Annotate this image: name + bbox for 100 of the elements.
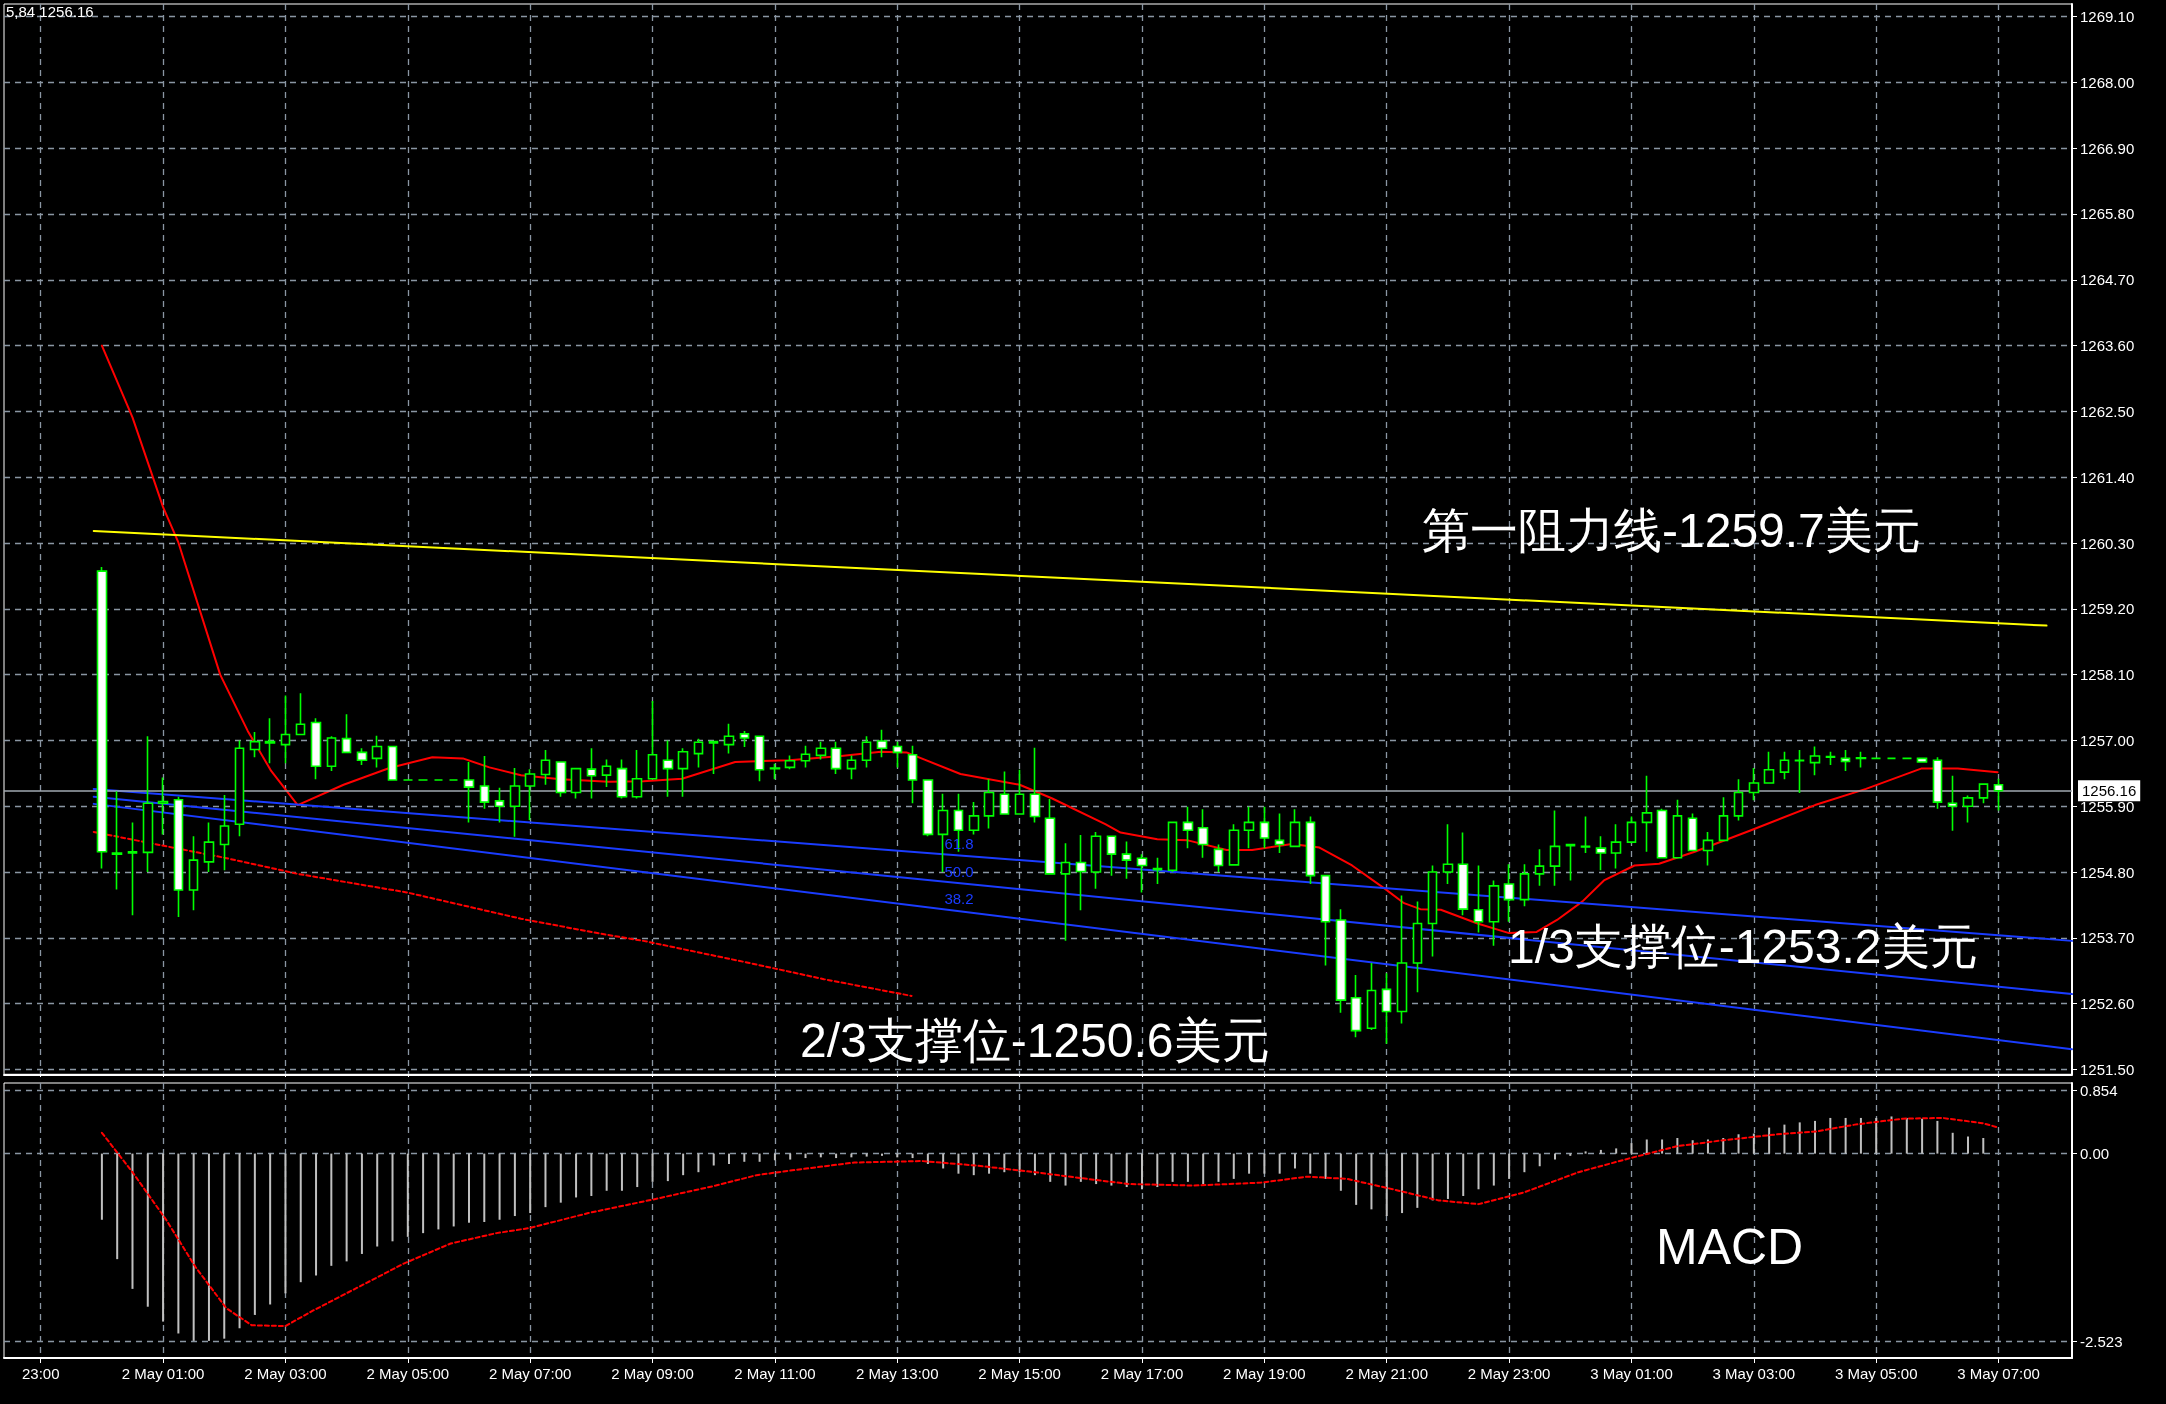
candlestick: [494, 786, 505, 824]
candlestick: [341, 713, 352, 754]
candlestick: [1274, 812, 1285, 854]
candlestick: [1259, 806, 1270, 849]
candlestick: [1825, 751, 1836, 766]
candlestick: [1565, 843, 1576, 882]
candlestick: [127, 821, 138, 916]
bar: [1936, 1120, 1939, 1154]
candlestick: [1962, 794, 1974, 824]
bar: [223, 1153, 226, 1339]
bar: [1508, 1153, 1511, 1179]
y-tick-label: 1263.60: [2080, 337, 2135, 355]
bar: [1141, 1153, 1144, 1190]
candlestick: [708, 740, 719, 775]
candlestick: [1136, 853, 1148, 894]
bar: [360, 1153, 363, 1254]
candlestick: [1396, 894, 1408, 1025]
bar: [1768, 1127, 1771, 1154]
candlestick: [1228, 823, 1240, 866]
bar: [926, 1153, 929, 1165]
bar: [1859, 1117, 1862, 1154]
candlestick: [1932, 756, 1943, 810]
candlestick: [739, 730, 750, 748]
bar: [1492, 1153, 1495, 1186]
candlestick: [1060, 842, 1071, 942]
bar: [1446, 1153, 1449, 1199]
candlestick: [570, 767, 582, 800]
bar: [1477, 1153, 1480, 1190]
y-tick-label: 1266.90: [2080, 139, 2135, 157]
bar: [1890, 1116, 1893, 1154]
bar: [682, 1153, 685, 1176]
candlestick: [1580, 815, 1591, 854]
bar: [1615, 1148, 1618, 1154]
bar: [1385, 1153, 1388, 1217]
bar: [988, 1153, 991, 1174]
y-tick-label: 1262.50: [2080, 402, 2135, 420]
candlestick: [310, 717, 322, 781]
bar: [1401, 1153, 1404, 1214]
candlestick: [1794, 749, 1805, 794]
candlestick: [1075, 834, 1087, 912]
x-tick-label: 3 May 01:00: [1590, 1365, 1673, 1382]
candlestick: [1672, 798, 1683, 860]
bar: [605, 1153, 608, 1191]
x-tick-label: 2 May 13:00: [856, 1365, 939, 1382]
x-tick-label: 23:00: [21, 1365, 60, 1382]
bar: [1951, 1132, 1954, 1154]
bar: [437, 1153, 440, 1230]
bar: [1875, 1117, 1878, 1154]
bar: [697, 1153, 700, 1173]
candlestick: [203, 821, 215, 873]
bar: [957, 1153, 960, 1174]
candlestick: [662, 739, 674, 798]
candlestick: [524, 768, 536, 821]
y-tick-label: 1269.10: [2080, 8, 2135, 26]
bar: [1324, 1153, 1327, 1179]
bar: [1599, 1149, 1602, 1154]
y-tick-label: 1251.50: [2080, 1061, 2135, 1078]
candlestick: [1610, 823, 1622, 870]
bar: [162, 1153, 165, 1322]
candlestick: [540, 749, 551, 786]
bar: [590, 1153, 593, 1196]
candlestick: [769, 762, 781, 781]
bar: [238, 1153, 241, 1329]
bar: [330, 1153, 333, 1266]
bar: [880, 1153, 883, 1156]
candlestick: [479, 755, 490, 810]
candlestick: [1106, 835, 1117, 877]
bar: [1263, 1153, 1266, 1174]
bar: [1064, 1153, 1067, 1186]
bar: [498, 1153, 501, 1220]
candlestick: [907, 745, 918, 805]
candlestick: [219, 794, 230, 872]
bar: [1691, 1140, 1694, 1154]
candlestick: [1044, 798, 1056, 875]
y-tick-label: 1261.40: [2080, 468, 2135, 486]
bar: [1982, 1138, 1985, 1154]
candlestick: [1412, 900, 1423, 994]
bar: [1293, 1153, 1296, 1169]
candlestick: [1534, 848, 1545, 887]
bar: [1248, 1153, 1251, 1174]
candlestick: [677, 747, 689, 798]
candlestick: [1687, 812, 1698, 852]
bar: [513, 1153, 516, 1217]
bar: [467, 1153, 470, 1223]
candlestick: [1748, 767, 1760, 802]
bar: [1569, 1153, 1572, 1156]
bar: [620, 1153, 623, 1191]
bar: [712, 1153, 715, 1166]
bar: [575, 1153, 578, 1198]
x-tick-label: 2 May 09:00: [611, 1365, 694, 1382]
candlestick: [846, 754, 857, 781]
candlestick: [876, 728, 888, 759]
bar: [666, 1153, 669, 1182]
candlestick: [830, 740, 842, 775]
candlestick: [234, 739, 245, 837]
candlestick: [157, 776, 169, 836]
candlestick: [1320, 874, 1331, 967]
candlestick: [463, 761, 475, 824]
bar: [1186, 1153, 1189, 1182]
candlestick: [1457, 831, 1469, 916]
